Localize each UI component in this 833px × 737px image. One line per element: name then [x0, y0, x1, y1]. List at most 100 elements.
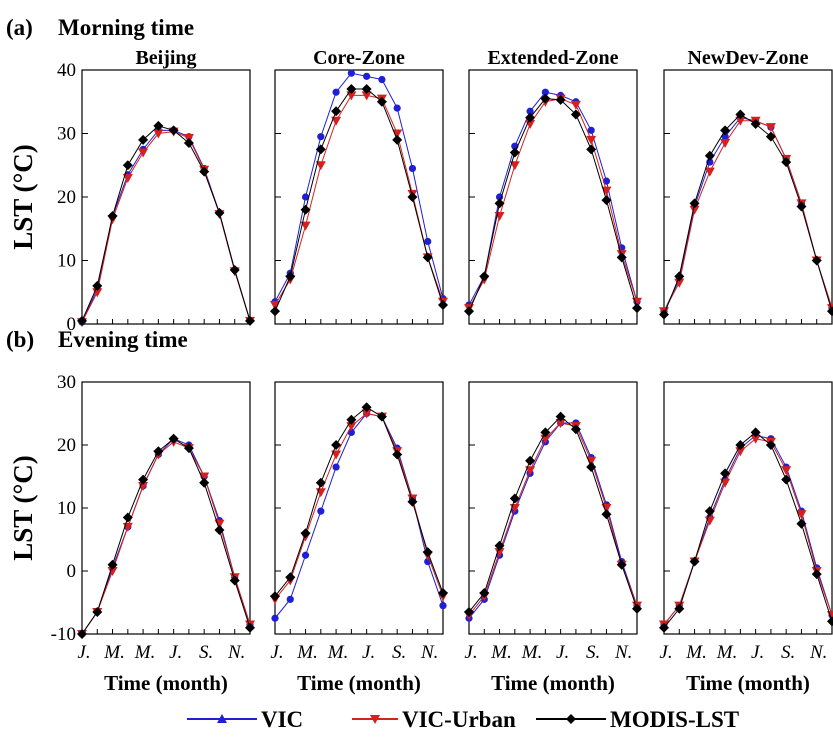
series-layer — [77, 433, 255, 639]
data-point-modis-lst — [765, 440, 776, 450]
series-line-vic — [81, 438, 251, 635]
series-line-vic — [274, 72, 444, 303]
y-tick-label: 30 — [57, 372, 76, 393]
data-point-modis-lst — [464, 306, 474, 317]
data-point-modis-lst — [494, 198, 505, 209]
y-tick-label: 40 — [57, 60, 76, 81]
series-line-vic-urban — [274, 94, 444, 306]
data-point-modis-lst — [107, 559, 118, 570]
y-tick-label: -10 — [51, 624, 76, 645]
x-axis-label: Time (month) — [297, 671, 421, 695]
data-point-modis-lst — [540, 93, 551, 104]
data-point-vic — [286, 595, 294, 603]
data-point-vic — [526, 107, 534, 115]
data-point-modis-lst — [407, 496, 418, 507]
data-point-vic-urban — [720, 139, 731, 149]
data-point-vic — [408, 164, 417, 173]
x-tick-label: S. — [781, 642, 795, 663]
data-point-modis-lst — [586, 462, 597, 473]
data-point-modis-lst — [92, 606, 103, 617]
x-tick-label: J. — [77, 642, 90, 663]
data-point-modis-lst — [570, 424, 581, 435]
data-point-vic — [424, 237, 432, 246]
data-point-vic-urban — [555, 418, 566, 428]
series-line-vic — [663, 117, 833, 312]
x-tick-label: M. — [716, 642, 738, 663]
x-tick-label: M. — [327, 642, 349, 663]
data-point-modis-lst — [827, 616, 833, 627]
panel-8: J. M. M. J. S. N. Time (month) — [659, 381, 833, 695]
x-tick-label: N. — [420, 642, 438, 663]
legend-marker-diamond — [566, 714, 576, 724]
data-point-modis-lst — [659, 309, 669, 320]
x-tick-label: J. — [362, 642, 375, 663]
data-point-modis-lst — [438, 299, 448, 310]
data-point-modis-lst — [632, 303, 642, 314]
data-point-vic-urban — [122, 173, 133, 183]
data-point-modis-lst — [796, 201, 807, 212]
y-axis-label: LST (°C) — [8, 144, 38, 250]
subplot-title: Beijing — [135, 47, 196, 69]
x-tick-label: J. — [270, 642, 283, 663]
data-point-modis-lst — [331, 106, 342, 117]
series-layer — [464, 88, 642, 317]
data-point-vic-urban — [781, 466, 792, 476]
x-tick-label: J. — [464, 642, 477, 663]
data-point-modis-lst — [827, 306, 833, 317]
series-line-modis-lst — [663, 113, 833, 315]
data-point-modis-lst — [750, 427, 761, 438]
data-point-vic-urban — [689, 205, 700, 215]
legend-item-vic: VIC — [187, 707, 303, 732]
data-point-modis-lst — [704, 150, 715, 161]
data-point-modis-lst — [422, 252, 433, 263]
data-point-modis-lst — [781, 474, 792, 485]
data-point-modis-lst — [346, 414, 357, 425]
series-line-modis-lst — [274, 88, 444, 312]
panel-6: J. M. M. J. S. N. Time (month) — [270, 381, 448, 695]
y-axis-label: LST (°C) — [8, 455, 38, 561]
y-tick-label: 30 — [57, 124, 76, 145]
data-point-vic-urban — [765, 123, 776, 133]
data-point-modis-lst — [570, 109, 581, 120]
data-point-modis-lst — [750, 118, 761, 129]
data-point-vic — [439, 602, 447, 610]
data-point-modis-lst — [122, 160, 133, 171]
data-point-modis-lst — [270, 306, 280, 317]
panel-1: 0 10 20 30 40 Beijing LST (°C) (a) Morning time — [6, 15, 255, 335]
x-tick-label: J. — [556, 642, 569, 663]
data-point-modis-lst — [315, 144, 326, 155]
data-point-modis-lst — [811, 255, 822, 266]
data-point-vic — [332, 463, 340, 471]
data-point-modis-lst — [659, 622, 669, 633]
data-point-modis-lst — [689, 556, 700, 567]
data-point-modis-lst — [765, 131, 776, 142]
data-point-vic — [602, 177, 611, 185]
y-tick-label: 0 — [67, 561, 77, 582]
data-point-modis-lst — [214, 525, 225, 536]
data-point-modis-lst — [674, 271, 685, 282]
data-point-vic — [347, 428, 355, 436]
data-point-modis-lst — [464, 606, 474, 617]
data-point-modis-lst — [811, 569, 822, 580]
data-point-vic-urban — [331, 116, 342, 126]
series-line-modis-lst — [81, 125, 251, 322]
data-point-modis-lst — [285, 572, 296, 583]
data-point-modis-lst — [735, 440, 746, 450]
data-point-vic — [271, 614, 279, 622]
data-point-modis-lst — [674, 603, 685, 614]
data-point-modis-lst — [214, 207, 225, 218]
data-point-modis-lst — [494, 540, 505, 551]
x-tick-label: M. — [134, 642, 156, 663]
data-point-modis-lst — [601, 195, 612, 206]
y-tick-label: 0 — [67, 314, 77, 335]
data-point-modis-lst — [245, 622, 255, 633]
legend-label: VIC — [261, 707, 303, 732]
data-point-modis-lst — [438, 588, 448, 599]
data-point-modis-lst — [183, 138, 194, 149]
y-tick-label: 10 — [57, 251, 76, 272]
panel-label: (b) — [6, 327, 34, 352]
data-point-vic-urban — [138, 148, 149, 158]
data-point-vic-urban — [601, 186, 612, 196]
data-point-modis-lst — [555, 94, 566, 105]
